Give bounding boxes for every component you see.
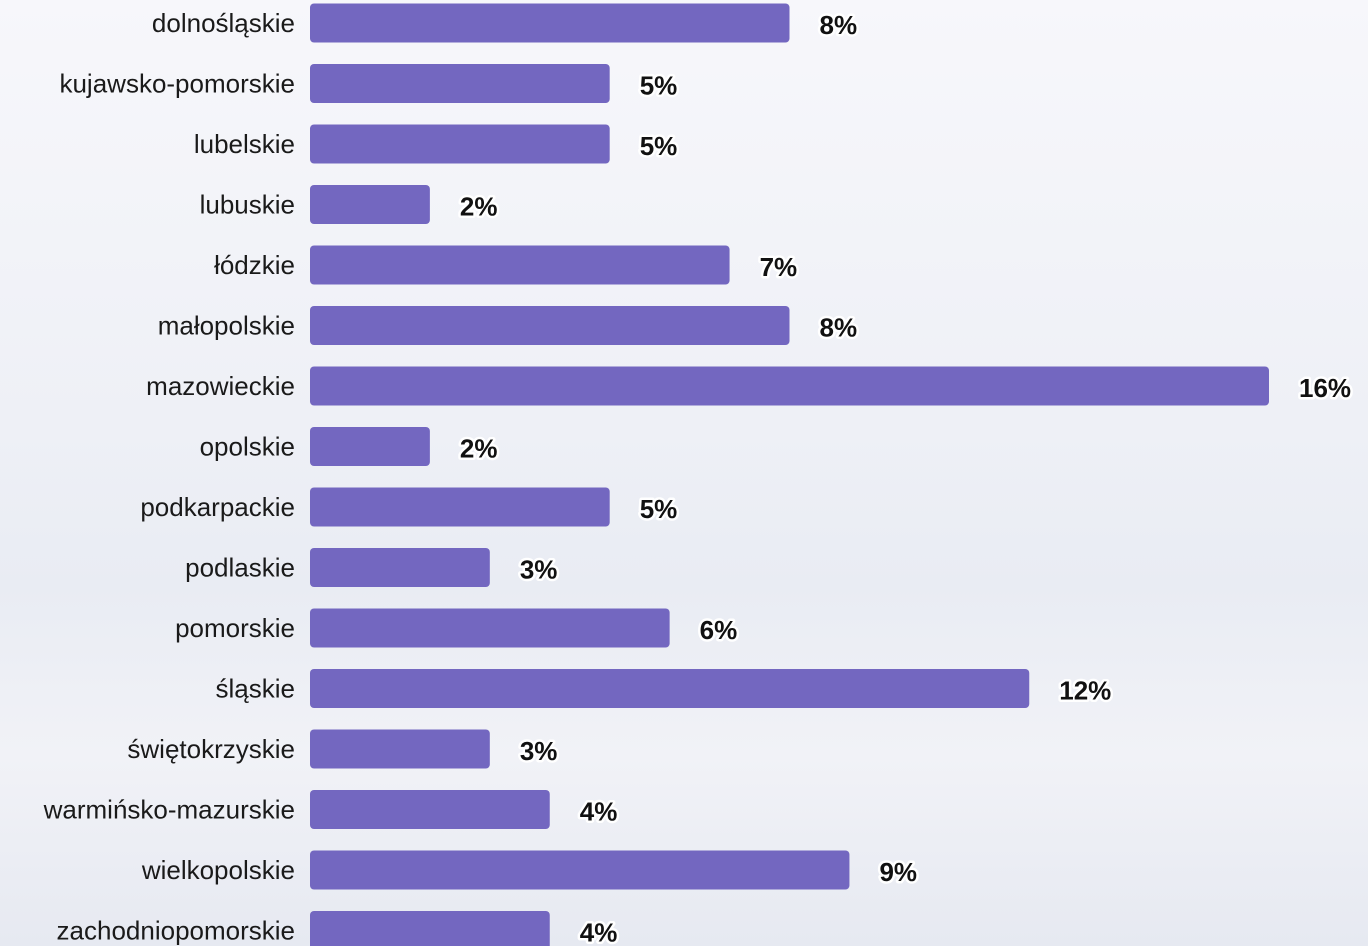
category-label: małopolskie: [158, 311, 295, 341]
category-label: podkarpackie: [140, 492, 295, 522]
bar-11: [310, 669, 1030, 708]
bar-2: [310, 124, 610, 164]
value-label: 5%: [640, 131, 678, 161]
category-label: warmińsko-mazurskie: [43, 795, 295, 825]
bar-15: [310, 911, 550, 946]
value-label: 2%: [460, 192, 498, 222]
value-label: 4%: [580, 797, 618, 827]
value-label: 9%: [879, 857, 917, 887]
value-label: 2%: [460, 434, 498, 464]
value-label: 16%: [1299, 373, 1351, 403]
category-label: łódzkie: [214, 250, 295, 280]
value-labels: 8% 5% 5% 2% 7% 8% 16% 2% 5% 3% 6% 12% 3% 4% 9% 4%: [457, 8, 1353, 946]
category-label: kujawsko-pomorskie: [59, 69, 295, 99]
bar-7: [310, 427, 430, 466]
bar-0: [310, 3, 790, 43]
bar-3: [310, 185, 430, 224]
value-label: 5%: [640, 494, 678, 524]
category-label: mazowieckie: [146, 371, 295, 401]
category-label: lubuskie: [200, 190, 295, 220]
category-label: opolskie: [200, 432, 295, 462]
bars-group: [310, 3, 1269, 946]
bar-6: [310, 366, 1269, 406]
value-label: 8%: [820, 313, 858, 343]
bar-8: [310, 487, 610, 527]
category-label: dolnośląskie: [152, 8, 295, 38]
category-label: wielkopolskie: [141, 855, 295, 885]
value-label: 6%: [700, 615, 738, 645]
category-label: zachodniopomorskie: [57, 916, 295, 946]
bar-4: [310, 245, 730, 285]
bar-1: [310, 64, 610, 103]
category-labels: dolnośląskie kujawsko-pomorskie lubelskie l…: [43, 8, 295, 946]
bar-14: [310, 850, 850, 890]
bar-9: [310, 548, 490, 587]
bar-13: [310, 790, 550, 829]
category-label: podlaskie: [185, 553, 295, 583]
category-label: śląskie: [216, 674, 295, 704]
value-label: 8%: [820, 10, 858, 40]
value-label: 5%: [640, 71, 678, 101]
value-label: 3%: [520, 736, 558, 766]
value-label: 4%: [580, 918, 618, 946]
value-label: 12%: [1059, 676, 1111, 706]
bar-5: [310, 306, 790, 345]
value-label: 7%: [760, 252, 798, 282]
bar-12: [310, 729, 490, 769]
category-label: świętokrzyskie: [127, 734, 295, 764]
bar-10: [310, 608, 670, 648]
category-label: pomorskie: [175, 613, 295, 643]
category-label: lubelskie: [194, 129, 295, 159]
value-label: 3%: [520, 555, 558, 585]
